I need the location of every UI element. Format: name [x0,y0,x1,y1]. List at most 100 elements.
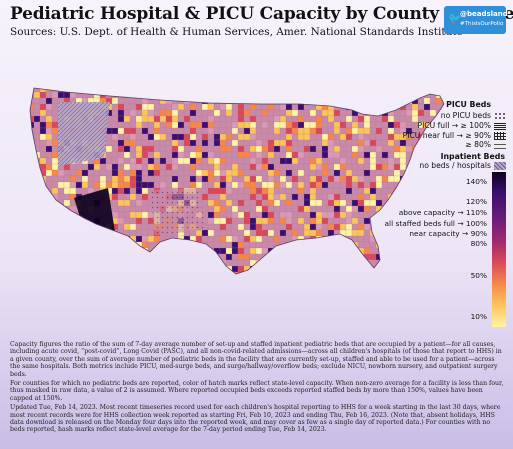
county-tile [153,139,161,147]
county-tile [225,109,233,117]
county-tile [345,187,353,195]
county-tile [267,229,275,237]
county-tile [165,88,173,93]
inpatient-legend-heading: Inpatient Beds [440,152,505,161]
county-tile [357,133,365,141]
county-tile [285,253,293,261]
county-tile [423,139,431,147]
county-tile [153,259,161,267]
county-tile [309,247,317,255]
county-tile [45,241,53,249]
county-tile [261,169,269,177]
county-tile [327,247,335,255]
county-tile [75,181,83,189]
county-tile [363,151,371,159]
county-tile [315,259,323,267]
county-tile [345,265,353,273]
county-tile [267,259,275,267]
county-tile [237,139,245,147]
county-tile [117,121,125,129]
county-tile [99,259,107,267]
county-tile [411,241,419,249]
county-tile [57,175,65,183]
county-tile [387,91,395,99]
swatch-cross-hatch [494,162,506,170]
county-tile [285,97,293,105]
county-tile [267,175,275,183]
county-tile [87,265,95,273]
county-tile [201,163,209,171]
county-tile [333,169,341,177]
county-tile [327,121,335,129]
county-tile [123,121,131,129]
county-tile [195,115,203,123]
county-tile [171,145,179,153]
county-tile [285,199,293,207]
county-tile [267,145,275,153]
county-tile [357,139,365,147]
county-tile [417,241,425,249]
county-tile [195,157,203,165]
county-tile [33,169,41,177]
county-tile [315,205,323,213]
county-tile [291,133,299,141]
county-tile [75,163,83,171]
county-tile [171,181,179,189]
county-tile [429,181,437,189]
county-tile [369,139,377,147]
county-tile [39,211,47,219]
county-tile [321,205,329,213]
county-tile [243,169,251,177]
county-tile [291,223,299,231]
county-tile [339,133,347,141]
county-tile [237,121,245,129]
county-tile [171,235,179,243]
county-tile [363,139,371,147]
county-tile [345,109,353,117]
county-tile [87,169,95,177]
county-tile [213,88,221,93]
county-tile [117,145,125,153]
county-tile [363,211,371,219]
county-tile [321,247,329,255]
county-tile [387,169,395,177]
county-tile [411,163,419,171]
county-tile [219,121,227,129]
county-tile [309,97,317,105]
county-tile [267,205,275,213]
county-tile [255,157,263,165]
county-tile [183,247,191,255]
county-tile [39,121,47,129]
county-tile [123,115,131,123]
county-tile [333,241,341,249]
county-tile [213,103,221,111]
county-tile [225,139,233,147]
county-tile [123,199,131,207]
county-tile [177,181,185,189]
county-tile [195,163,203,171]
county-tile [30,139,35,147]
county-tile [63,271,71,274]
county-tile [111,145,119,153]
county-tile [111,181,119,189]
county-tile [297,241,305,249]
county-tile [135,235,143,243]
county-tile [387,121,395,129]
county-tile [117,127,125,135]
county-tile [399,157,407,165]
county-tile [363,163,371,171]
county-tile [339,169,347,177]
note-capacity: Capacity figures the ratio of the sum of… [10,341,502,378]
social-badge[interactable]: 🐦 @beadsland #ThisIsOurPolio [444,6,508,34]
county-tile [267,115,275,123]
county-tile [231,175,239,183]
county-tile [297,271,305,274]
county-tile [435,175,443,183]
county-tile [219,151,227,159]
county-tile [291,121,299,129]
county-tile [309,187,317,195]
county-tile [345,253,353,261]
county-tile [435,241,443,249]
county-tile [309,199,317,207]
county-tile [45,211,53,219]
